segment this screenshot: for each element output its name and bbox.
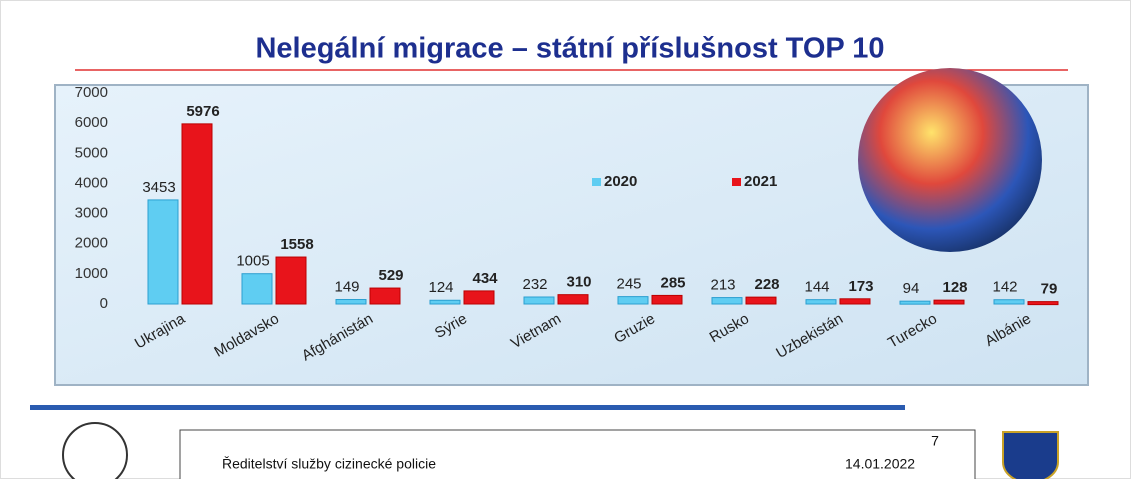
footer-box [179,429,976,484]
bar [617,296,649,305]
value-label: 310 [566,274,591,291]
y-tick-label: 5000 [75,144,108,161]
divider-stripe [30,405,905,410]
value-label: 232 [522,276,547,293]
bar [745,296,777,305]
y-tick-label: 4000 [75,174,108,191]
bar [241,273,273,305]
y-tick-label: 7000 [75,84,108,101]
legend-label: 2021 [744,173,777,190]
bar [651,294,683,305]
value-label: 434 [472,270,498,287]
bar [557,294,589,305]
footer-date: 14.01.2022 [845,456,915,472]
y-tick-label: 3000 [75,205,108,222]
slide-title: Nelegální migrace – státní příslušnost T… [255,33,884,65]
legend-swatch [732,178,741,186]
value-label: 144 [804,279,829,296]
value-label: 5976 [186,103,219,120]
bar [711,297,743,305]
value-label: 173 [848,278,873,295]
value-label: 124 [428,279,453,296]
bar [369,287,401,305]
bar [805,299,837,305]
value-label: 529 [378,267,403,284]
value-label: 1558 [280,236,313,253]
bar [933,299,965,305]
bar [523,296,555,305]
value-label: 128 [942,279,967,296]
value-label: 285 [660,274,685,291]
footer-organization: Ředitelství služby cizinecké policie [222,456,436,472]
y-tick-label: 2000 [75,235,108,252]
value-label: 245 [616,276,641,293]
bar [275,256,307,305]
bar [181,123,213,305]
bar [429,299,461,305]
legend-label: 2020 [604,173,637,190]
bar [1027,301,1059,306]
bar [993,299,1025,305]
value-label: 1005 [236,253,269,270]
value-label: 228 [754,276,779,293]
bar [839,298,871,305]
y-tick-label: 0 [100,295,108,312]
y-tick-label: 1000 [75,265,108,282]
bar [899,300,931,305]
bar [147,199,179,305]
value-label: 79 [1041,281,1058,298]
value-label: 149 [334,278,359,295]
bar [463,290,495,305]
value-label: 3453 [142,179,175,196]
globe-image [858,68,1042,252]
value-label: 94 [903,280,920,297]
legend-swatch [592,178,601,186]
value-label: 142 [992,279,1017,296]
police-emblem [1002,431,1059,484]
police-logo [62,422,128,484]
y-tick-label: 6000 [75,114,108,131]
footer-page: 7 [931,433,939,449]
value-label: 213 [710,277,735,294]
bar [335,299,367,305]
